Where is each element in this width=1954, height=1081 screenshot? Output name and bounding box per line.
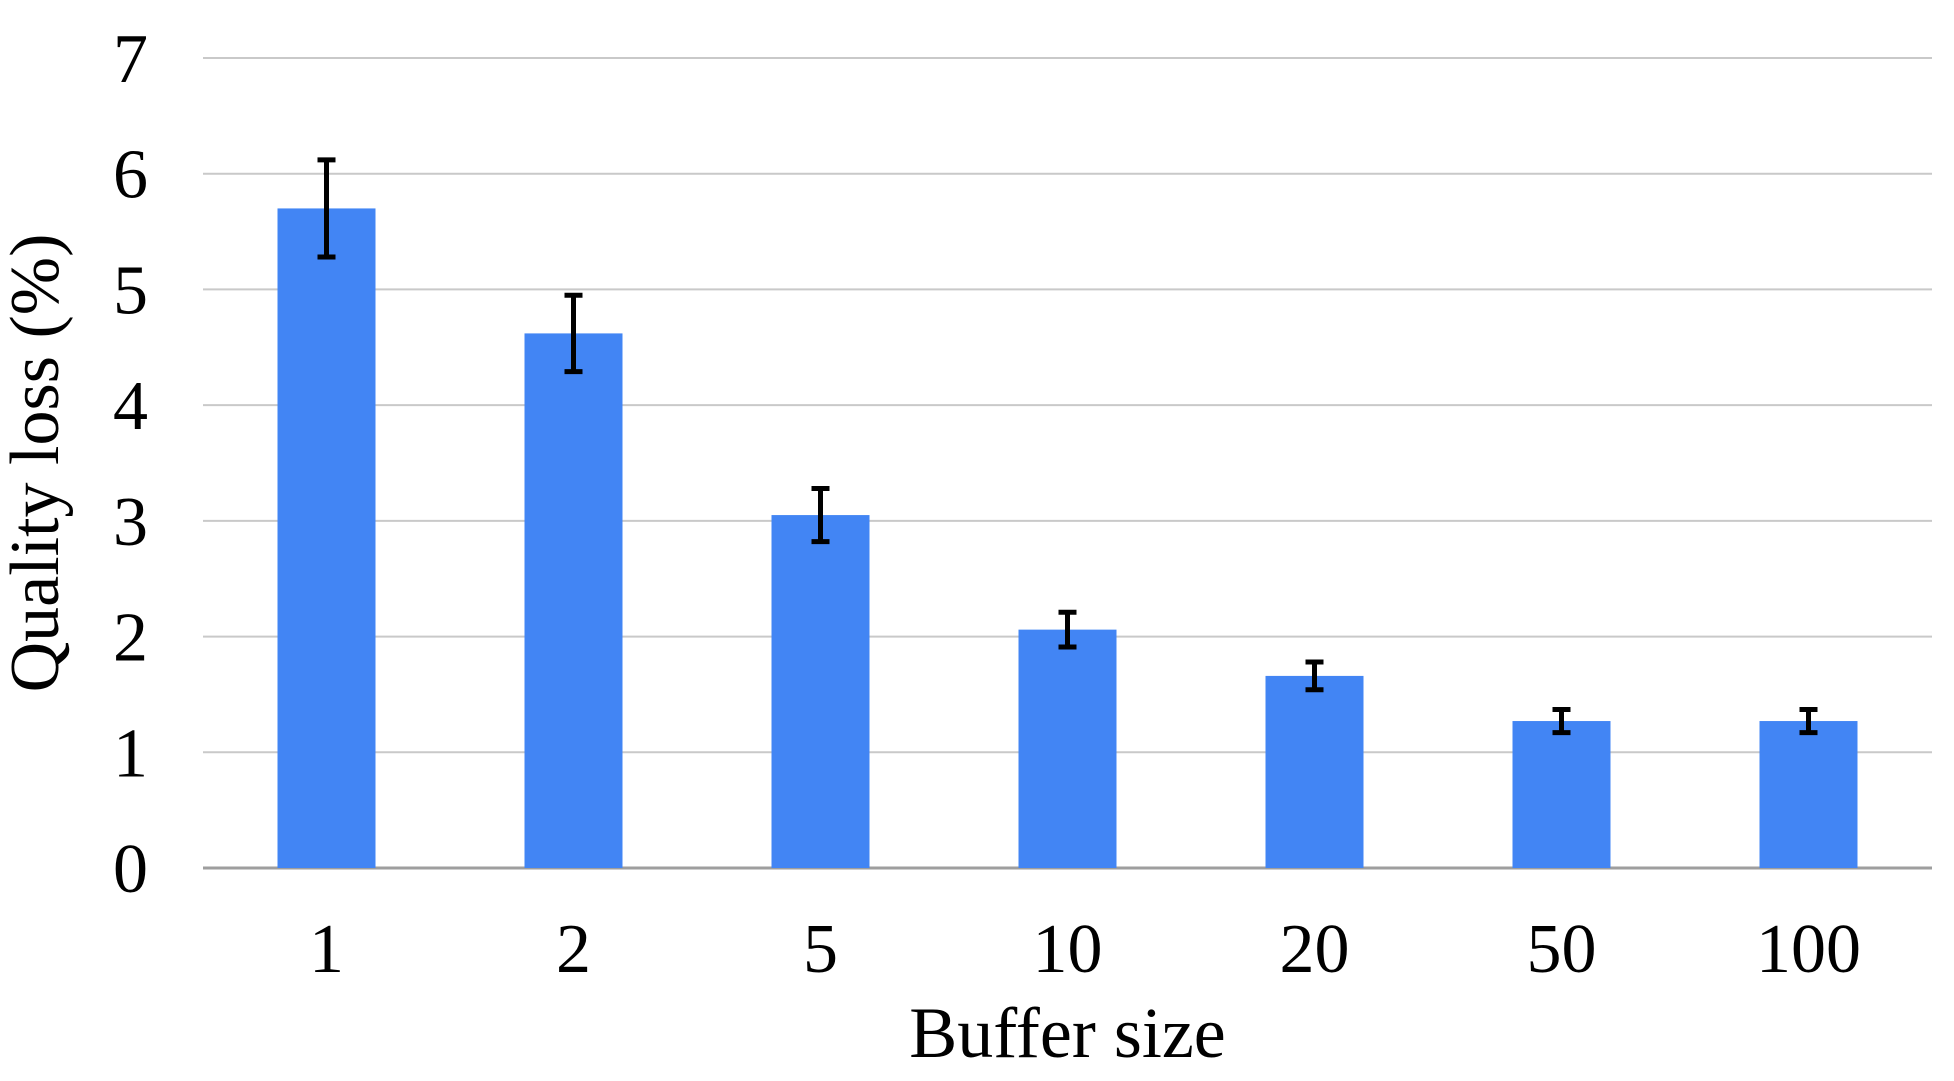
y-tick-label: 7 bbox=[113, 21, 148, 98]
bar bbox=[277, 208, 376, 868]
y-tick-label: 5 bbox=[113, 252, 148, 329]
error-bar bbox=[1058, 609, 1077, 650]
bar bbox=[1265, 675, 1364, 868]
error-bar bbox=[1799, 706, 1818, 736]
y-tick-label: 6 bbox=[113, 137, 148, 214]
y-tick-label: 4 bbox=[113, 368, 148, 445]
bar bbox=[1018, 629, 1117, 868]
bar bbox=[524, 333, 623, 868]
y-axis-title: Quality loss (%) bbox=[0, 234, 74, 693]
x-axis-title: Buffer size bbox=[909, 993, 1226, 1073]
x-tick-label: 20 bbox=[1280, 911, 1350, 988]
error-bar bbox=[317, 157, 336, 260]
error-bar bbox=[1552, 706, 1571, 736]
bar bbox=[1512, 721, 1611, 868]
y-tick-label: 0 bbox=[113, 831, 148, 908]
error-bar bbox=[564, 292, 583, 375]
x-tick-label: 10 bbox=[1033, 911, 1103, 988]
error-bar bbox=[1305, 659, 1324, 693]
x-tick-label: 1 bbox=[309, 911, 344, 988]
x-tick-label: 50 bbox=[1527, 911, 1597, 988]
error-bar bbox=[811, 485, 830, 545]
x-tick-label: 2 bbox=[556, 911, 591, 988]
x-tick-label: 100 bbox=[1756, 911, 1861, 988]
y-tick-label: 2 bbox=[113, 600, 148, 677]
bar bbox=[771, 515, 870, 868]
x-tick-label: 5 bbox=[803, 911, 838, 988]
y-tick-label: 3 bbox=[113, 484, 148, 561]
y-tick-label: 1 bbox=[113, 715, 148, 792]
bar bbox=[1759, 721, 1858, 868]
